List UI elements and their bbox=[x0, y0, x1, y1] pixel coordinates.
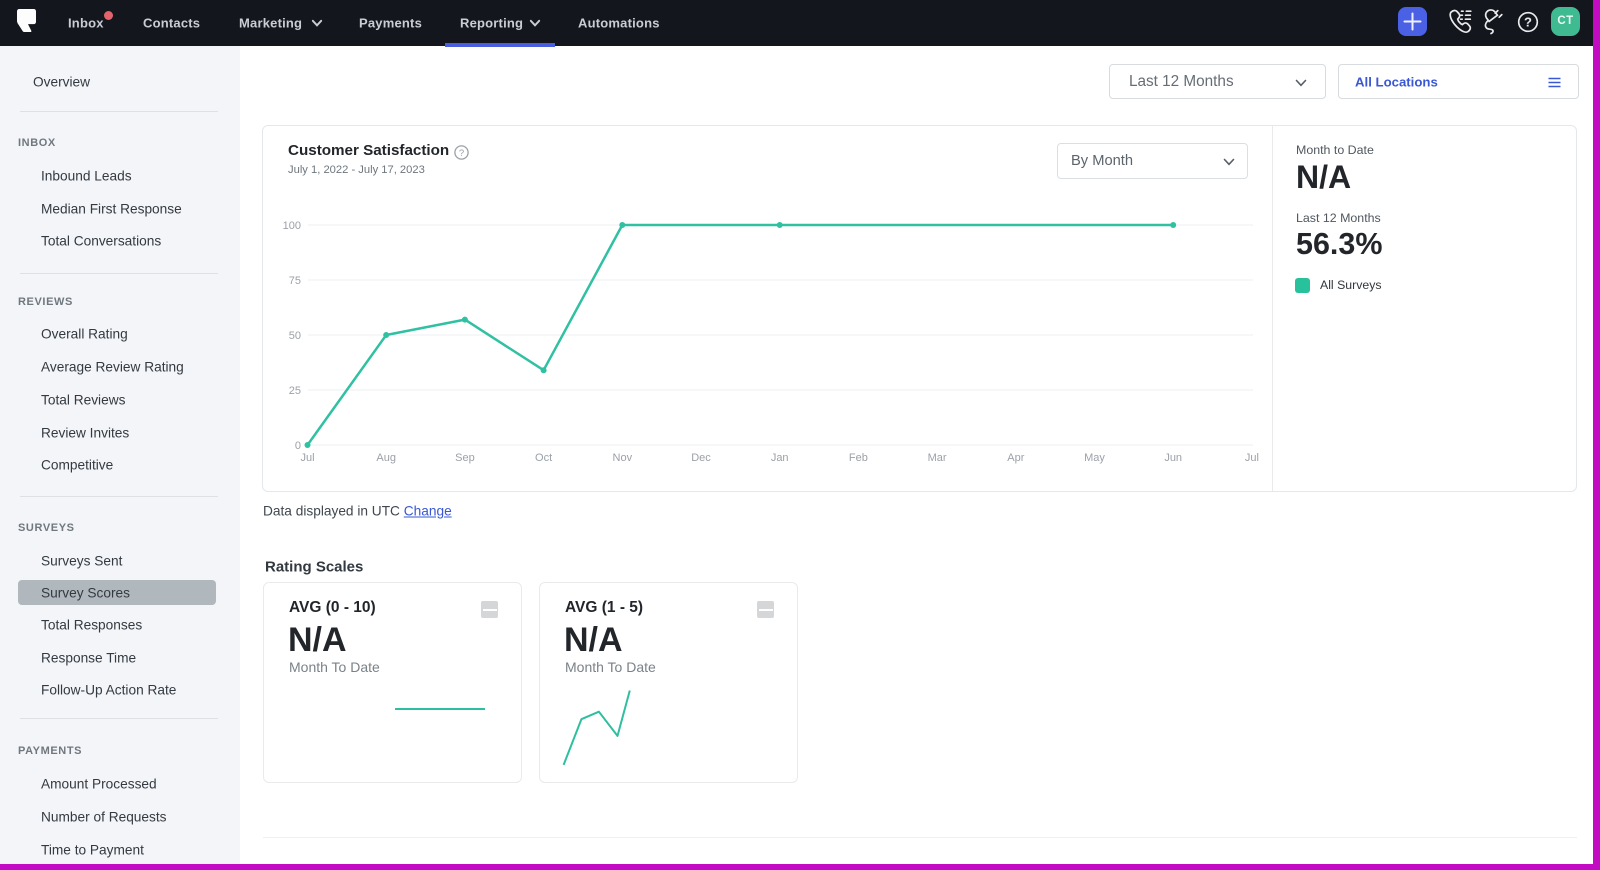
svg-text:Jul: Jul bbox=[1245, 452, 1259, 464]
svg-text:Feb: Feb bbox=[849, 452, 868, 464]
svg-text:Sep: Sep bbox=[455, 452, 475, 464]
svg-text:May: May bbox=[1084, 452, 1105, 464]
svg-text:Dec: Dec bbox=[691, 452, 711, 464]
svg-text:25: 25 bbox=[289, 385, 301, 397]
svg-text:Jan: Jan bbox=[771, 452, 789, 464]
svg-text:?: ? bbox=[459, 148, 464, 159]
svg-text:Aug: Aug bbox=[376, 452, 396, 464]
svg-text:Oct: Oct bbox=[535, 452, 552, 464]
svg-text:75: 75 bbox=[289, 275, 301, 287]
svg-text:Nov: Nov bbox=[613, 452, 633, 464]
svg-text:Jun: Jun bbox=[1164, 452, 1182, 464]
svg-text:0: 0 bbox=[295, 440, 301, 452]
svg-text:Mar: Mar bbox=[928, 452, 947, 464]
svg-text:Jul: Jul bbox=[300, 452, 314, 464]
svg-text:100: 100 bbox=[283, 220, 301, 232]
svg-text:50: 50 bbox=[289, 330, 301, 342]
svg-text:Apr: Apr bbox=[1007, 452, 1024, 464]
svg-text:?: ? bbox=[1524, 15, 1532, 30]
